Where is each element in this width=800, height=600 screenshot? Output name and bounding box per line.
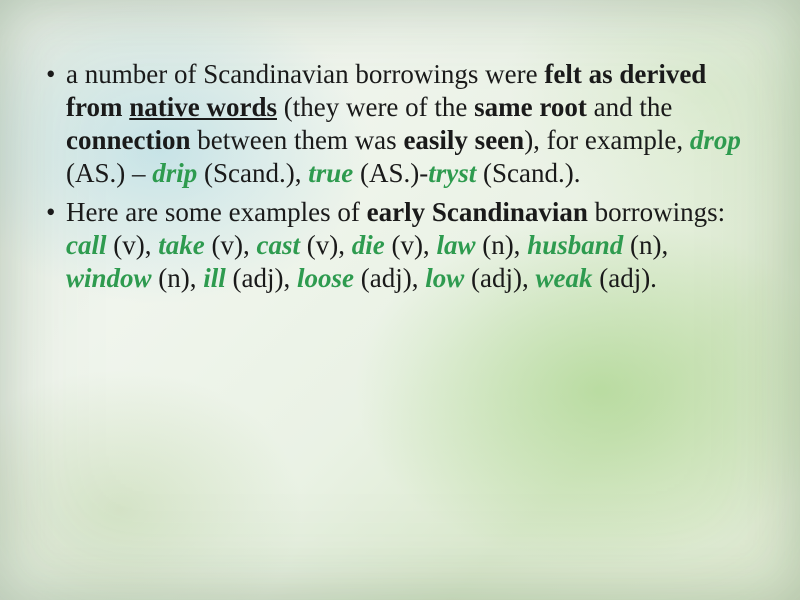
text-run: (Scand.),	[197, 158, 308, 188]
text-run: weak	[535, 263, 592, 293]
text-run: and the	[587, 92, 672, 122]
text-run: window	[66, 263, 152, 293]
text-run: take	[158, 230, 205, 260]
text-run: same root	[474, 92, 587, 122]
text-run: (AS.) –	[66, 158, 152, 188]
text-run: tryst	[428, 158, 476, 188]
text-run: loose	[297, 263, 354, 293]
bullet-item: a number of Scandinavian borrowings were…	[40, 58, 760, 190]
text-run: drip	[152, 158, 197, 188]
slide: a number of Scandinavian borrowings were…	[0, 0, 800, 600]
text-run: (n),	[475, 230, 527, 260]
text-run: die	[352, 230, 385, 260]
text-run: a number of Scandinavian borrowings were	[66, 59, 544, 89]
text-run: ill	[203, 263, 226, 293]
text-run: (they were of the	[284, 92, 474, 122]
text-run: (adj),	[226, 263, 297, 293]
text-run: (v),	[300, 230, 352, 260]
text-run: easily seen	[403, 125, 524, 155]
bullet-item: Here are some examples of early Scandina…	[40, 196, 760, 295]
text-run: connection	[66, 125, 191, 155]
text-run: (v),	[385, 230, 437, 260]
text-run: (adj),	[354, 263, 425, 293]
text-run: (Scand.).	[476, 158, 580, 188]
text-run: early Scandinavian	[367, 197, 588, 227]
text-run: low	[425, 263, 464, 293]
text-run: (n),	[623, 230, 668, 260]
text-run: true	[308, 158, 353, 188]
text-run: ), for example,	[524, 125, 690, 155]
text-run	[277, 92, 284, 122]
text-run: cast	[256, 230, 300, 260]
text-run: native words	[129, 92, 277, 122]
text-run: (v),	[205, 230, 257, 260]
text-run: drop	[690, 125, 741, 155]
text-run: Here are some examples of	[66, 197, 367, 227]
bullet-list: a number of Scandinavian borrowings were…	[40, 58, 760, 295]
text-run: borrowings:	[588, 197, 725, 227]
text-run: between them was	[191, 125, 404, 155]
text-run: (v),	[107, 230, 159, 260]
text-run: law	[436, 230, 475, 260]
text-run: husband	[527, 230, 623, 260]
text-run: (adj).	[592, 263, 656, 293]
text-run: (n),	[152, 263, 204, 293]
text-run: call	[66, 230, 107, 260]
text-run: (AS.)-	[353, 158, 428, 188]
text-run: (adj),	[464, 263, 535, 293]
